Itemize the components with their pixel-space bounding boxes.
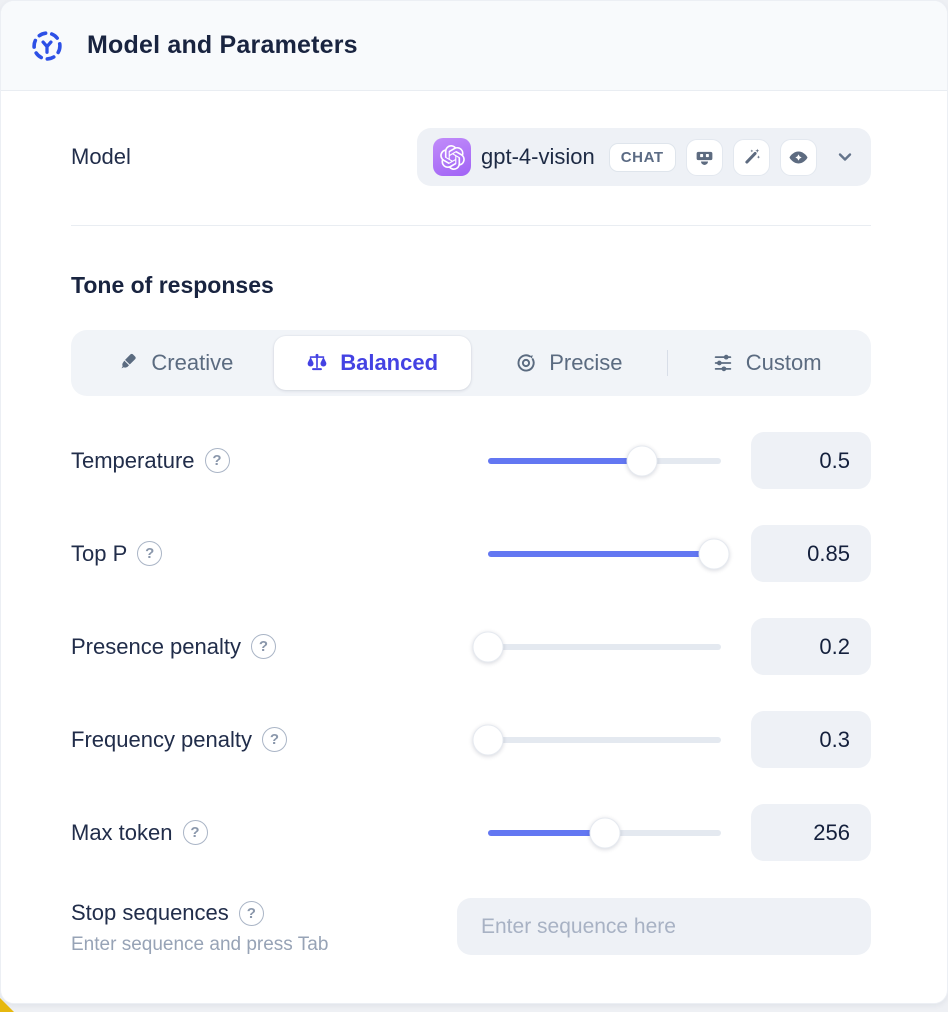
- help-icon[interactable]: ?: [204, 448, 230, 473]
- presence-penalty-slider[interactable]: [472, 618, 721, 675]
- help-icon[interactable]: ?: [238, 900, 264, 926]
- slider-thumb[interactable]: [589, 817, 620, 848]
- paintbrush-icon: [121, 353, 137, 369]
- max-token-slider[interactable]: [488, 804, 721, 861]
- presence-penalty-label: Presence penalty ?: [71, 634, 276, 660]
- tone-heading: Tone of responses: [71, 272, 274, 298]
- tone-option-creative[interactable]: Creative: [77, 336, 274, 390]
- stop-sequences-label-block: Stop sequences ? Enter sequence and pres…: [71, 898, 328, 956]
- vision-eye-icon: [779, 138, 817, 176]
- stop-sequences-label: Stop sequences: [71, 900, 229, 925]
- top-p-row: Top P ? 0.85: [71, 525, 871, 582]
- presence-penalty-row: Presence penalty ? 0.2: [71, 618, 871, 675]
- top-p-label: Top P ?: [71, 541, 163, 567]
- max-token-value[interactable]: 256: [751, 804, 871, 861]
- temperature-label: Temperature ?: [71, 448, 230, 474]
- help-icon[interactable]: ?: [262, 727, 287, 752]
- section-divider: [71, 225, 871, 226]
- slider-thumb[interactable]: [698, 538, 730, 569]
- frequency-penalty-slider[interactable]: [472, 711, 721, 768]
- help-icon[interactable]: ?: [182, 820, 208, 845]
- sliders-icon: [714, 354, 731, 372]
- openai-logo: [433, 138, 471, 176]
- frequency-penalty-row: Frequency penalty ? 0.3: [71, 711, 871, 768]
- slider-thumb[interactable]: [626, 445, 658, 476]
- chevron-down-icon: [835, 147, 855, 167]
- top-p-slider[interactable]: [488, 525, 730, 582]
- model-row: Model gpt-4-vision CHAT: [71, 128, 871, 186]
- max-token-row: Max token ? 256: [71, 804, 871, 861]
- slider-thumb[interactable]: [472, 724, 504, 755]
- temperature-row: Temperature ? 0.5: [71, 432, 871, 489]
- tone-option-label: Precise: [549, 350, 623, 375]
- tone-option-label: Creative: [151, 350, 234, 375]
- model-target-icon: [29, 28, 65, 64]
- model-select-dropdown[interactable]: gpt-4-vision CHAT: [417, 128, 871, 186]
- tone-segmented-control: Creative Balanced: [71, 330, 871, 396]
- model-label: Model: [71, 144, 131, 169]
- stop-sequence-input[interactable]: [457, 898, 871, 955]
- top-p-value[interactable]: 0.85: [751, 525, 871, 582]
- model-type-badge: CHAT: [608, 142, 676, 172]
- selected-model-name: gpt-4-vision: [481, 144, 595, 169]
- help-icon[interactable]: ?: [251, 634, 276, 659]
- stop-sequences-hint: Enter sequence and press Tab: [71, 934, 329, 955]
- stop-sequences-row: Stop sequences ? Enter sequence and pres…: [71, 898, 871, 956]
- target-icon: [517, 354, 535, 372]
- panel-header: Model and Parameters: [1, 1, 947, 91]
- temperature-slider[interactable]: [488, 432, 721, 489]
- tone-option-balanced[interactable]: Balanced: [273, 336, 471, 390]
- segment-divider: [667, 350, 669, 376]
- tone-option-label: Balanced: [340, 350, 439, 375]
- help-icon[interactable]: ?: [137, 541, 163, 566]
- frequency-penalty-value[interactable]: 0.3: [751, 711, 871, 768]
- corner-accent-shape: [0, 998, 14, 1012]
- presence-penalty-value[interactable]: 0.2: [751, 618, 871, 675]
- frequency-penalty-label: Frequency penalty ?: [71, 727, 287, 753]
- slider-thumb[interactable]: [472, 631, 504, 662]
- tone-option-label: Custom: [745, 350, 822, 375]
- panel-title: Model and Parameters: [87, 31, 358, 59]
- tone-option-precise[interactable]: Precise: [471, 336, 668, 390]
- balance-scale-icon: [307, 353, 327, 371]
- robot-icon: [685, 138, 723, 176]
- max-token-label: Max token ?: [71, 820, 208, 846]
- temperature-value[interactable]: 0.5: [751, 432, 871, 489]
- tone-option-custom[interactable]: Custom: [668, 336, 865, 390]
- magic-wand-icon: [732, 138, 770, 176]
